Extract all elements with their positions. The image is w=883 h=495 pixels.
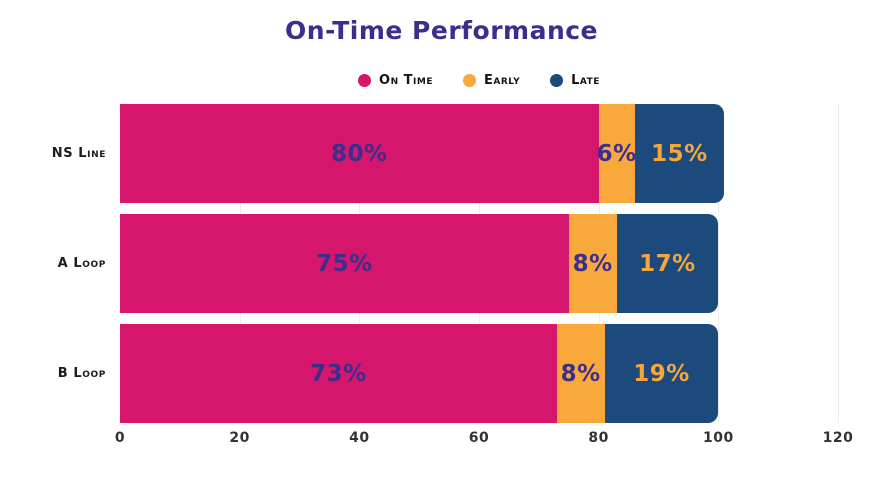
segment-a-loop-on-time: 75% <box>120 214 569 313</box>
gridline <box>838 104 839 423</box>
x-tick-label: 120 <box>822 430 854 446</box>
segment-ns-line-early: 6% <box>597 104 636 203</box>
legend-label-on-time: On Time <box>379 73 433 88</box>
segment-ns-line-on-time: 80% <box>120 104 599 203</box>
x-tick-label: 60 <box>468 430 490 446</box>
plot-area: NS Line A Loop B Loop 80% 6% 15% 75% 8% … <box>52 104 839 423</box>
segment-b-loop-early: 8% <box>556 324 605 423</box>
segment-a-loop-late: 17% <box>616 214 719 313</box>
x-tick-label: 20 <box>229 430 250 446</box>
gridline <box>718 104 720 423</box>
early-swatch-icon <box>462 74 476 87</box>
on-time-swatch-icon <box>358 74 372 87</box>
bar-row-a-loop: 75% 8% 17% <box>120 214 838 313</box>
bar-row-ns-line: 80% 6% 15% <box>120 104 838 203</box>
category-label-ns-line: NS Line <box>51 146 106 161</box>
x-tick-label: 100 <box>702 430 734 446</box>
segment-a-loop-early: 8% <box>568 214 617 313</box>
segment-b-loop-late: 19% <box>604 324 719 423</box>
x-tick-label: 40 <box>349 430 370 446</box>
bar-row-b-loop: 73% 8% 19% <box>120 324 838 423</box>
segment-ns-line-late: 15% <box>634 104 725 203</box>
on-time-performance-chart: On-Time Performance On Time Early Late N… <box>0 16 883 495</box>
x-tick-label: 80 <box>588 430 609 446</box>
legend: On Time Early Late <box>120 74 838 87</box>
x-tick-label: 0 <box>114 430 126 446</box>
chart-title: On-Time Performance <box>284 16 599 45</box>
legend-item-early: Early <box>462 73 521 88</box>
legend-item-late: Late <box>550 74 600 87</box>
legend-label-late: Late <box>571 73 600 88</box>
legend-label-early: Early <box>483 73 521 88</box>
category-label-a-loop: A Loop <box>57 256 106 271</box>
x-axis: 0 20 40 60 80 100 120 <box>115 430 853 450</box>
category-label-b-loop: B Loop <box>57 366 106 381</box>
late-swatch-icon <box>550 74 564 87</box>
bar-rows: 80% 6% 15% 75% 8% 17% 73% 8% 19% <box>120 104 838 423</box>
segment-b-loop-on-time: 73% <box>120 324 557 423</box>
legend-item-on-time: On Time <box>358 74 433 87</box>
